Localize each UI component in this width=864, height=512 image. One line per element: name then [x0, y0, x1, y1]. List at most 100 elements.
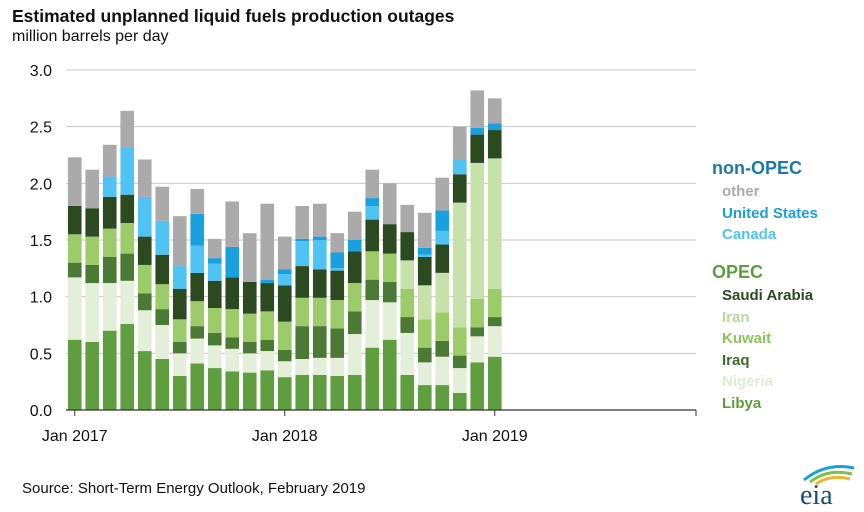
bar-segment-canada	[417, 254, 432, 257]
bar-segment-united-states	[347, 240, 362, 252]
bar-segment-iraq	[295, 326, 310, 359]
x-tick-label: Jan 2017	[42, 428, 108, 445]
bar-segment-libya	[435, 385, 450, 410]
bar-segment-nigeria	[225, 348, 240, 372]
bar-segment-kuwait	[260, 311, 275, 340]
bar-segment-libya	[452, 393, 467, 410]
bar-segment-libya	[172, 376, 187, 410]
bar-segment-kuwait	[330, 300, 345, 329]
bar-segment-saudi-arabia	[417, 257, 432, 286]
bar-segment-iran	[435, 272, 450, 313]
bar-segment-libya	[470, 362, 485, 410]
bar-segment-iran	[487, 158, 502, 289]
legend-group-label: non-OPEC	[712, 158, 802, 178]
bar-segment-other	[277, 236, 292, 270]
y-tick-label: 0.0	[30, 403, 52, 420]
bar-segment-other	[312, 203, 327, 237]
bar-segment-other	[400, 204, 415, 233]
bar-segment-other	[85, 169, 100, 209]
bar-segment-saudi-arabia	[470, 134, 485, 163]
bar-segment-canada	[207, 263, 222, 281]
bar-segment-nigeria	[120, 280, 135, 324]
bar-segment-saudi-arabia	[312, 269, 327, 298]
bar-segment-united-states	[260, 279, 275, 284]
eia-logo-text: eia	[800, 480, 833, 508]
bar-segment-other	[225, 201, 240, 247]
bar-segment-libya	[242, 372, 257, 410]
bar-segment-kuwait	[190, 301, 205, 327]
bar-segment-canada	[312, 240, 327, 270]
bar-segment-saudi-arabia	[67, 206, 82, 235]
bar-segment-iraq	[435, 340, 450, 357]
legend-non-opec: non-OPEC other United States Canada	[712, 158, 818, 246]
bar-segment-libya	[120, 323, 135, 410]
bar-segment-saudi-arabia	[400, 232, 415, 261]
bar-segment-other	[417, 212, 432, 248]
legend-item-iran: Iran	[722, 308, 750, 326]
bar-segment-canada	[452, 159, 467, 175]
legend-item-iraq: Iraq	[722, 351, 750, 369]
bar-segment-iraq	[137, 293, 152, 311]
bar-segment-kuwait	[365, 251, 380, 280]
bar-segment-nigeria	[242, 353, 257, 373]
bar-segment-nigeria	[155, 325, 170, 359]
bar-segment-saudi-arabia	[365, 219, 380, 252]
bar-segment-iraq	[382, 281, 397, 303]
bar-segment-iraq	[452, 355, 467, 369]
legend-item-nigeria: Nigeria	[722, 373, 773, 390]
bar-segment-libya	[207, 368, 222, 410]
bar-segment-other	[487, 98, 502, 124]
bar-segment-saudi-arabia	[260, 283, 275, 312]
bar-segment-kuwait	[120, 223, 135, 254]
bar-segment-canada	[365, 206, 380, 220]
chart-ylabel: million barrels per day	[12, 28, 169, 45]
bar-segment-libya	[365, 347, 380, 410]
bar-segment-saudi-arabia	[382, 224, 397, 254]
bar-segment-other	[260, 203, 275, 280]
y-tick-label: 0.5	[30, 346, 52, 363]
bar-segment-kuwait	[137, 264, 152, 294]
legend-item-other: other	[722, 183, 760, 200]
y-tick-label: 2.0	[30, 176, 52, 193]
bar-segment-iraq	[85, 264, 100, 284]
bar-segment-nigeria	[207, 345, 222, 369]
bar-segment-kuwait	[417, 319, 432, 348]
bar-segment-saudi-arabia	[487, 130, 502, 159]
bar-segment-nigeria	[347, 334, 362, 375]
bar-segment-united-states	[330, 252, 345, 269]
bar-segment-united-states	[207, 258, 222, 264]
bar-segment-canada	[190, 245, 205, 273]
bar-segment-kuwait	[487, 288, 502, 318]
bar-segment-nigeria	[137, 310, 152, 352]
bar-segment-iraq	[365, 279, 380, 301]
bar-segment-canada	[172, 266, 187, 289]
bar-segment-nigeria	[487, 326, 502, 357]
bar-segment-libya	[137, 351, 152, 410]
bar-segment-nigeria	[330, 357, 345, 376]
bar-segment-saudi-arabia	[452, 174, 467, 203]
chart-title: Estimated unplanned liquid fuels product…	[12, 6, 455, 26]
bar-segment-kuwait	[172, 319, 187, 342]
bar-segment-other	[242, 233, 257, 282]
bar-segment-other	[120, 110, 135, 148]
bar-segment-libya	[277, 377, 292, 410]
bar-segment-iraq	[470, 327, 485, 337]
bar-segment-libya	[417, 385, 432, 410]
bar-segment-nigeria	[365, 300, 380, 348]
bar-segment-iraq	[312, 326, 327, 358]
bar-segment-other	[347, 211, 362, 240]
bar-segment-iraq	[102, 257, 117, 284]
bar-segment-iraq	[277, 349, 292, 362]
bar-segment-libya	[67, 339, 82, 410]
bar-segment-libya	[260, 370, 275, 410]
legend-item-canada: Canada	[722, 226, 777, 243]
bar-segment-nigeria	[277, 361, 292, 378]
bar-segment-saudi-arabia	[435, 244, 450, 273]
y-tick-label: 3.0	[30, 63, 52, 80]
bar-segment-nigeria	[260, 351, 275, 371]
bar-segment-nigeria	[417, 362, 432, 386]
bar-segment-kuwait	[312, 297, 327, 327]
bar-segment-saudi-arabia	[225, 277, 240, 310]
legend-item-saudi-arabia: Saudi Arabia	[722, 287, 814, 304]
x-tick-label: Jan 2018	[252, 428, 318, 445]
